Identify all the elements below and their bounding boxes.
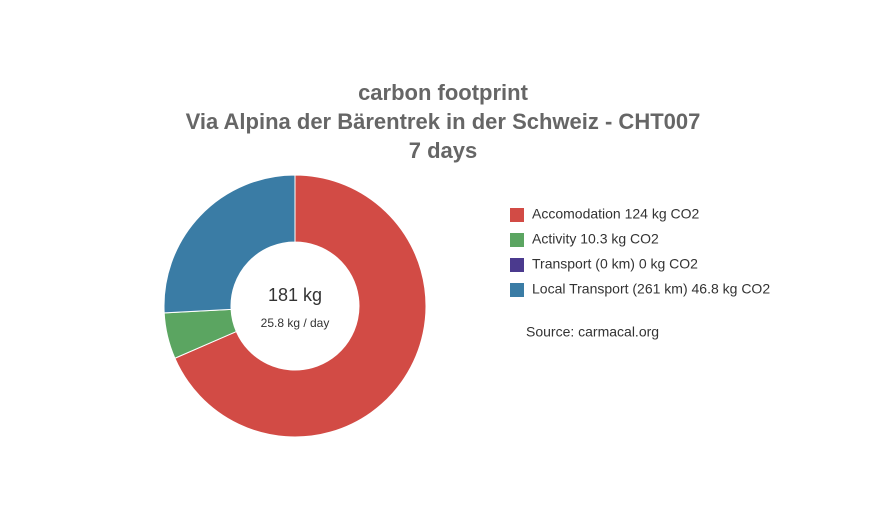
chart-title: carbon footprint: [358, 80, 529, 105]
legend-swatch: [510, 258, 524, 272]
legend-label: Local Transport (261 km) 46.8 kg CO2: [532, 281, 770, 297]
center-daily: 25.8 kg / day: [261, 316, 330, 330]
chart-title: Via Alpina der Bärentrek in der Schweiz …: [186, 109, 701, 134]
center-total: 181 kg: [268, 285, 322, 305]
legend-label: Accomodation 124 kg CO2: [532, 206, 700, 222]
chart-title: 7 days: [409, 138, 478, 163]
source: Source: carmacal.org: [526, 324, 659, 340]
legend-swatch: [510, 233, 524, 247]
legend-swatch: [510, 208, 524, 222]
donut-slice: [174, 174, 427, 438]
donut-slice: [163, 174, 296, 314]
legend-label: Activity 10.3 kg CO2: [532, 231, 659, 247]
legend-label: Transport (0 km) 0 kg CO2: [532, 256, 698, 272]
legend-swatch: [510, 283, 524, 297]
